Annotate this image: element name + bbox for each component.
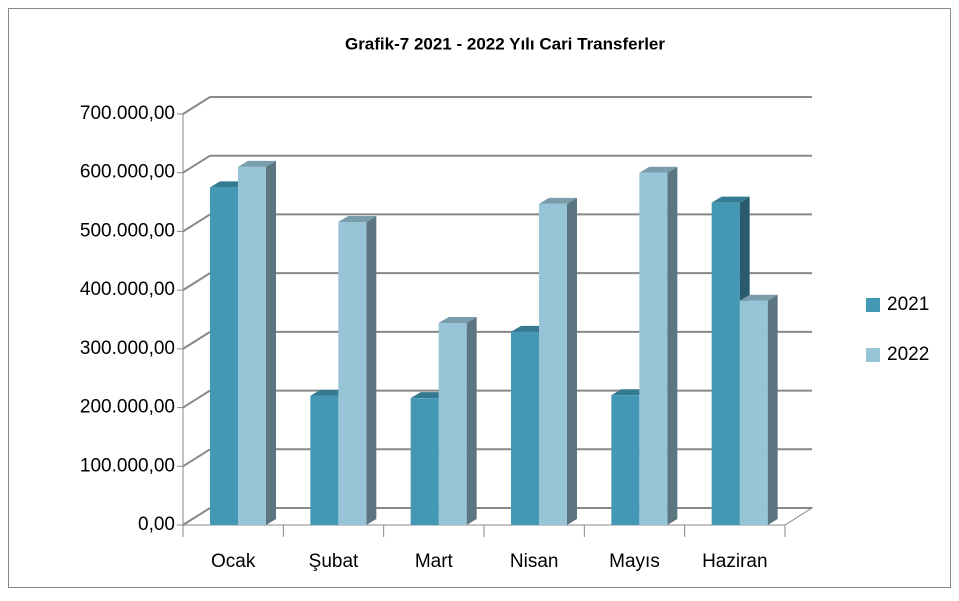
bar [611, 395, 640, 525]
bar [338, 222, 367, 525]
y-tick-label: 300.000,00 [80, 338, 175, 359]
grid-line [182, 448, 211, 468]
grid-line [182, 96, 211, 115]
y-tick-label: 200.000,00 [80, 397, 175, 418]
grid-line [182, 213, 211, 233]
legend-swatch [866, 348, 880, 362]
bar [711, 202, 740, 525]
legend-swatch [866, 298, 880, 312]
grid-line [182, 389, 211, 409]
bar [639, 172, 668, 525]
grid-line [182, 272, 211, 291]
bar-top [739, 294, 778, 301]
x-tick-label: Mart [415, 551, 454, 572]
bar-side [567, 197, 577, 525]
legend-label: 2022 [887, 344, 929, 365]
grid-line [182, 331, 211, 350]
bar [410, 398, 439, 525]
y-tick-label: 600.000,00 [80, 162, 175, 183]
bar-top [639, 166, 678, 173]
bar [210, 187, 238, 525]
bar [238, 166, 266, 526]
bar [438, 323, 467, 525]
y-tick-label: 400.000,00 [80, 279, 175, 300]
bar-top [539, 197, 577, 204]
bar [539, 203, 567, 525]
x-tick-label: Haziran [702, 551, 767, 572]
y-tick-label: 0,00 [138, 514, 175, 535]
bar-side [366, 216, 377, 525]
chart-border [8, 8, 951, 588]
bar-side [667, 166, 678, 525]
bar [511, 331, 539, 525]
bar [310, 395, 339, 525]
grid-line [182, 507, 211, 526]
x-tick-label: Şubat [309, 551, 359, 572]
bar-top [338, 216, 377, 223]
bar-top [238, 160, 276, 167]
bar-top [711, 196, 750, 203]
x-tick-label: Mayıs [609, 551, 660, 572]
legend-label: 2021 [887, 294, 929, 315]
chart-title: Grafik-7 2021 - 2022 Yılı Cari Transferl… [345, 34, 665, 53]
x-tick-label: Nisan [510, 551, 559, 572]
bar [739, 300, 768, 525]
bar-top [438, 317, 477, 324]
bar-side [767, 294, 778, 525]
grid-line [182, 154, 211, 174]
y-tick-label: 100.000,00 [80, 455, 175, 476]
bar-side [466, 317, 477, 525]
y-tick-label: 700.000,00 [80, 103, 175, 124]
y-tick-label: 500.000,00 [80, 220, 175, 241]
x-tick-label: Ocak [211, 551, 256, 572]
bar-side [266, 160, 276, 526]
